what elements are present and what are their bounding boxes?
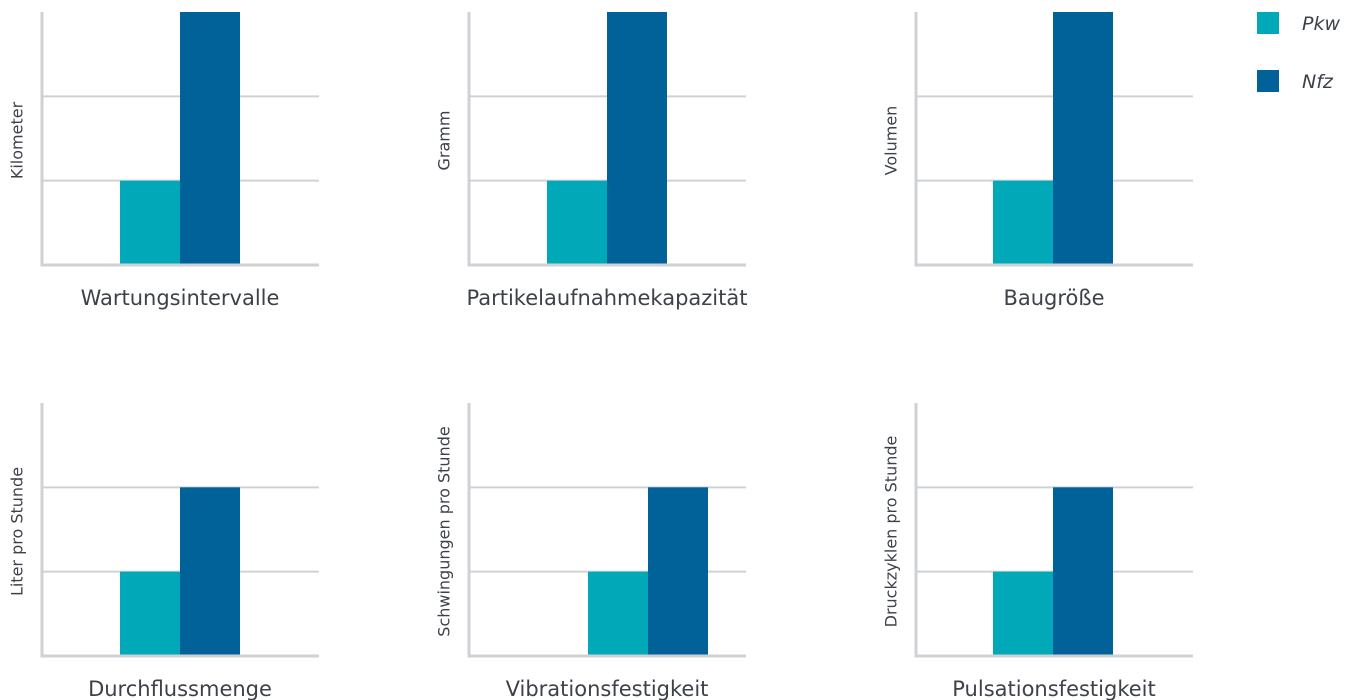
bar-nfz	[1053, 12, 1113, 265]
bar-pkw	[588, 571, 648, 656]
bar-nfz	[648, 487, 708, 656]
bar-pkw	[993, 571, 1053, 656]
panel-title: Vibrationsfestigkeit	[506, 677, 709, 700]
bar-pkw	[120, 180, 180, 265]
bar-nfz	[180, 12, 240, 265]
chart-panel-durchflussmenge: Liter pro Stunde Durchflussmenge	[8, 403, 319, 700]
bar-pkw	[120, 571, 180, 656]
legend-swatch	[1257, 70, 1279, 92]
chart-panels: Kilometer Wartungsintervalle Gramm Partikel…	[8, 12, 1193, 700]
bar-nfz	[1053, 487, 1113, 656]
chart-panel-pulsationsfestigkeit: Druckzyklen pro Stunde Pulsationsfestigke…	[882, 403, 1193, 700]
chart-panel-partikelaufnahmekapazitaet: Gramm Partikelaufnahmekapazität	[435, 12, 748, 310]
legend-item-nfz: Nfz	[1257, 70, 1334, 93]
y-axis-label: Schwingungen pro Stunde	[435, 426, 454, 636]
y-axis-label: Kilometer	[8, 101, 27, 179]
panel-title: Wartungsintervalle	[81, 286, 280, 310]
chart-panel-vibrationsfestigkeit: Schwingungen pro Stunde Vibrationsfestigk…	[435, 403, 746, 700]
bar-nfz	[607, 12, 667, 265]
panel-title: Baugröße	[1003, 286, 1104, 310]
bar-nfz	[180, 487, 240, 656]
bar-pkw	[547, 180, 607, 265]
legend-label: Pkw	[1302, 13, 1340, 35]
legend-label: Nfz	[1302, 71, 1334, 93]
y-axis-label: Liter pro Stunde	[8, 467, 27, 596]
y-axis-label: Volumen	[882, 106, 901, 176]
y-axis-label: Gramm	[435, 111, 454, 171]
y-axis-label: Druckzyklen pro Stunde	[882, 436, 901, 628]
legend-item-pkw: Pkw	[1257, 12, 1340, 35]
panel-title: Partikelaufnahmekapazität	[467, 286, 748, 310]
panel-title: Durchflussmenge	[88, 677, 272, 700]
chart-panel-wartungsintervalle: Kilometer Wartungsintervalle	[8, 12, 319, 310]
panel-title: Pulsationsfestigkeit	[952, 677, 1155, 700]
bar-pkw	[993, 180, 1053, 265]
legend: Pkw Nfz	[1257, 12, 1340, 93]
legend-swatch	[1257, 12, 1279, 34]
chart-panel-baugroesse: Volumen Baugröße	[882, 12, 1193, 310]
